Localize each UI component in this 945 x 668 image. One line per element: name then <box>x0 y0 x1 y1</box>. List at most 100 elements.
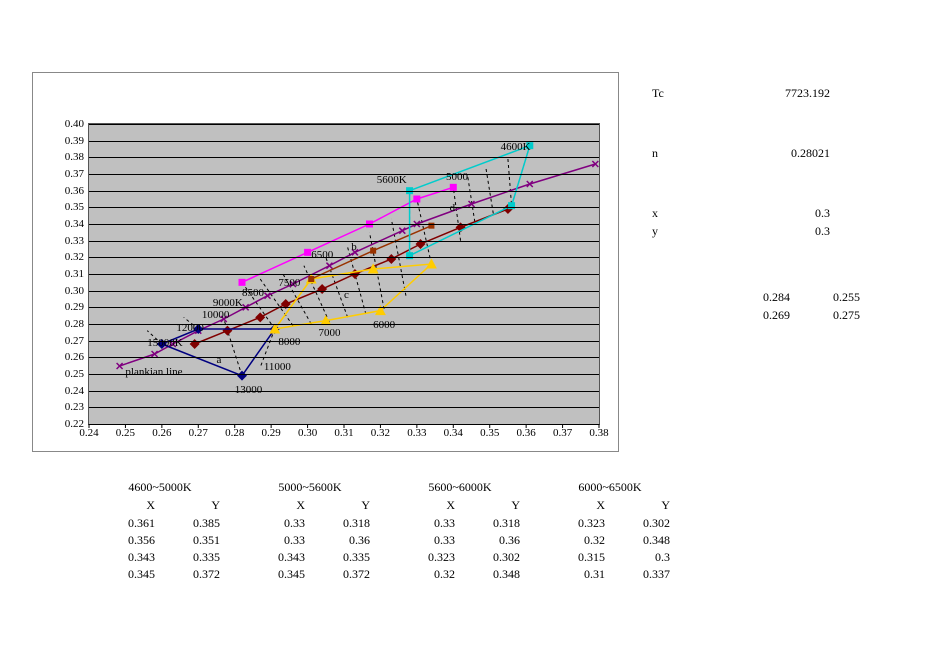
chart-annotation: 6500 <box>311 249 333 261</box>
y-tick-label: 0.34 <box>54 218 84 230</box>
x-value: 0.3 <box>790 206 830 221</box>
chart-annotation: 13000 <box>235 384 263 396</box>
table-row: 0.330.318 <box>400 516 520 533</box>
table-subheader: XY <box>400 498 520 516</box>
x-tick-label: 0.24 <box>74 427 104 439</box>
table-row: 0.3430.335 <box>250 550 370 567</box>
table-row: 0.3450.372 <box>250 567 370 584</box>
table-row: 0.3230.302 <box>550 516 670 533</box>
y-value: 0.3 <box>790 224 830 239</box>
gridline-h <box>89 274 599 275</box>
chart-annotation: 4600K <box>501 141 531 153</box>
tc-value: 7723.192 <box>760 86 830 101</box>
gridline-h <box>89 324 599 325</box>
y-label: y <box>652 224 658 239</box>
gridline-h <box>89 424 599 425</box>
table-block: 6000~6500KXY0.3230.3020.320.3480.3150.30… <box>550 480 670 584</box>
table-subheader: XY <box>550 498 670 516</box>
y-tick-label: 0.25 <box>54 368 84 380</box>
table-row: 0.3560.351 <box>100 533 220 550</box>
x-tick-label: 0.36 <box>511 427 541 439</box>
y-tick-label: 0.26 <box>54 351 84 363</box>
page-root: 0.220.230.240.250.260.270.280.290.300.31… <box>0 0 945 668</box>
y-tick-label: 0.28 <box>54 318 84 330</box>
table-row: 0.330.36 <box>400 533 520 550</box>
pair-1-1: 0.275 <box>810 308 860 323</box>
gridline-h <box>89 157 599 158</box>
table-header: 6000~6500K <box>550 480 670 498</box>
y-tick-label: 0.30 <box>54 285 84 297</box>
table-block: 4600~5000KXY0.3610.3850.3560.3510.3430.3… <box>100 480 220 584</box>
table-row: 0.3230.302 <box>400 550 520 567</box>
chart-annotation: 8000 <box>278 336 300 348</box>
x-tick-label: 0.30 <box>293 427 323 439</box>
y-tick-label: 0.31 <box>54 268 84 280</box>
table-header: 4600~5000K <box>100 480 220 498</box>
gridline-h <box>89 257 599 258</box>
chart-annotation: a <box>217 354 222 366</box>
table-row: 0.3430.335 <box>100 550 220 567</box>
table-header: 5000~5600K <box>250 480 370 498</box>
table-header: 5600~6000K <box>400 480 520 498</box>
chart-annotation: b <box>351 241 357 253</box>
chart-annotation: d <box>450 202 456 214</box>
y-tick-label: 0.33 <box>54 235 84 247</box>
x-tick-label: 0.29 <box>256 427 286 439</box>
gridline-h <box>89 191 599 192</box>
y-tick-label: 0.29 <box>54 301 84 313</box>
x-tick-label: 0.34 <box>438 427 468 439</box>
y-tick-label: 0.24 <box>54 385 84 397</box>
gridline-h <box>89 307 599 308</box>
table-block: 5600~6000KXY0.330.3180.330.360.3230.3020… <box>400 480 520 584</box>
table-row: 0.320.348 <box>550 533 670 550</box>
x-tick-label: 0.32 <box>365 427 395 439</box>
chart-annotation: c <box>344 289 349 301</box>
y-tick-label: 0.37 <box>54 168 84 180</box>
chart-annotation: 7500 <box>278 277 300 289</box>
chart-annotation: plankian line <box>125 366 182 378</box>
gridline-h <box>89 407 599 408</box>
y-tick-label: 0.23 <box>54 401 84 413</box>
x-tick-label: 0.33 <box>402 427 432 439</box>
table-block: 5000~5600KXY0.330.3180.330.360.3430.3350… <box>250 480 370 584</box>
gridline-h <box>89 124 599 125</box>
table-subheader: XY <box>100 498 220 516</box>
y-tick-label: 0.36 <box>54 185 84 197</box>
chart-annotation: 6000 <box>373 319 395 331</box>
pair-1-0: 0.269 <box>740 308 790 323</box>
table-row: 0.320.348 <box>400 567 520 584</box>
chart-annotation: 15000K <box>147 337 182 349</box>
x-tick-label: 0.37 <box>548 427 578 439</box>
x-tick-label: 0.27 <box>183 427 213 439</box>
y-tick-label: 0.38 <box>54 151 84 163</box>
tc-label: Tc <box>652 86 664 101</box>
gridline-h <box>89 224 599 225</box>
x-label: x <box>652 206 658 221</box>
y-tick-label: 0.27 <box>54 335 84 347</box>
table-row: 0.3150.3 <box>550 550 670 567</box>
chart-annotation: 5000 <box>446 171 468 183</box>
chart-plot-area: 0.220.230.240.250.260.270.280.290.300.31… <box>88 123 600 425</box>
gridline-h <box>89 174 599 175</box>
x-tick-label: 0.35 <box>475 427 505 439</box>
gridline-h <box>89 357 599 358</box>
pair-0-0: 0.284 <box>740 290 790 305</box>
chart-annotation: 7000 <box>319 327 341 339</box>
pair-0-1: 0.255 <box>810 290 860 305</box>
y-tick-label: 0.35 <box>54 201 84 213</box>
chart-annotation: 10000 <box>202 309 230 321</box>
y-tick-label: 0.32 <box>54 251 84 263</box>
x-tick-label: 0.26 <box>147 427 177 439</box>
table-row: 0.3610.385 <box>100 516 220 533</box>
gridline-h <box>89 391 599 392</box>
table-row: 0.3450.372 <box>100 567 220 584</box>
chart-annotation: 5600K <box>377 174 407 186</box>
table-row: 0.310.337 <box>550 567 670 584</box>
n-label: n <box>652 146 658 161</box>
x-tick-label: 0.28 <box>220 427 250 439</box>
y-tick-label: 0.40 <box>54 118 84 130</box>
chart-annotation: 11000 <box>264 361 291 373</box>
table-subheader: XY <box>250 498 370 516</box>
table-row: 0.330.36 <box>250 533 370 550</box>
x-tick-label: 0.31 <box>329 427 359 439</box>
